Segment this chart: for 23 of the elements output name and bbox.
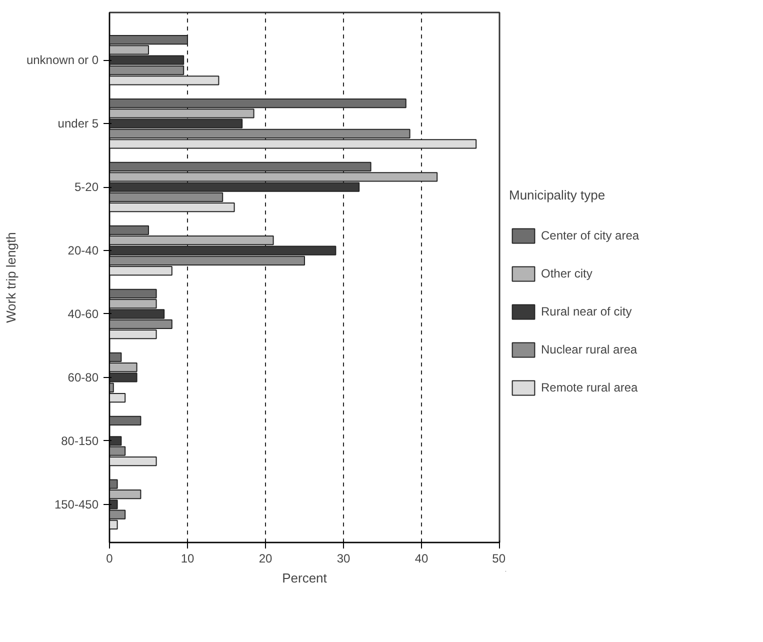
y-tick-label: 60-80	[68, 370, 99, 384]
legend-label: Other city	[541, 266, 592, 280]
x-tick-label: 10	[180, 552, 194, 566]
legend-label: Center of city area	[541, 228, 640, 242]
x-tick-label: 30	[336, 552, 350, 566]
legend-label: Nuclear rural area	[541, 342, 638, 356]
legend-label: Remote rural area	[541, 380, 638, 394]
y-tick-label: 5-20	[74, 180, 99, 194]
y-axis-title: Work trip length	[3, 232, 18, 323]
y-tick-label: under 5	[58, 116, 99, 131]
y-tick-label: 20-40	[68, 244, 99, 258]
legend-title: Municipality type	[509, 187, 606, 202]
x-axis-title: Percent	[282, 570, 328, 586]
x-tick-label: 20	[258, 552, 272, 566]
x-tick-label: 0	[106, 552, 114, 566]
bar	[110, 416, 142, 426]
x-tick-label: 50	[492, 552, 506, 566]
y-tick-label: 40-60	[68, 306, 99, 321]
x-tick-label: 40	[414, 552, 428, 566]
y-tick-label: 80-150	[61, 434, 99, 448]
y-tick-label: 150-450	[54, 497, 99, 512]
legend-label: Rural near of city	[541, 304, 632, 318]
y-tick-label: unknown or 0	[26, 53, 99, 68]
